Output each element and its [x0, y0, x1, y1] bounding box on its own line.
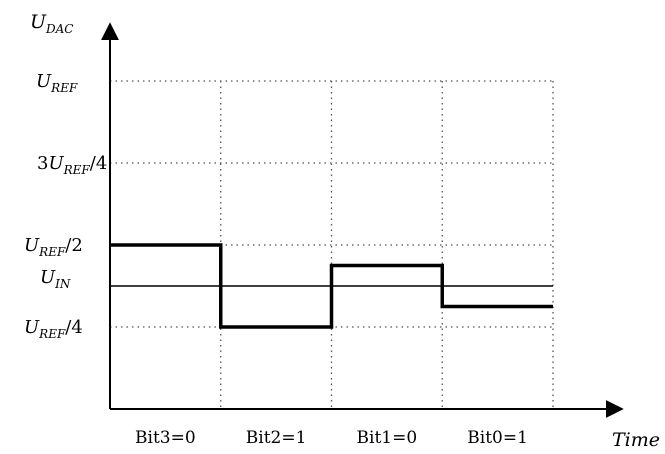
y-tick-label: UREF/4 — [24, 317, 83, 341]
y-tick-suffix: /2 — [65, 235, 83, 256]
reference-label-main: U — [40, 267, 56, 288]
reference-label-sub: IN — [54, 277, 71, 291]
y-tick-suffix: /4 — [65, 317, 83, 338]
y-tick-main: U — [48, 153, 64, 174]
y-axis-title-main: U — [30, 11, 47, 33]
y-tick-label: UREF/2 — [24, 235, 83, 259]
y-tick-suffix: /4 — [90, 153, 108, 174]
y-tick-label: 3UREF/4 — [37, 153, 107, 177]
y-tick-sub: REF — [38, 327, 66, 341]
y-tick-coef: 3 — [37, 153, 48, 174]
y-tick-main: U — [24, 235, 40, 256]
x-axis-title: Time — [612, 429, 660, 451]
x-category-label: Bit0=1 — [467, 428, 528, 448]
y-tick-main: U — [24, 317, 40, 338]
series-group — [110, 243, 553, 329]
x-category-label: Bit3=0 — [135, 428, 196, 448]
x-category-label: Bit1=0 — [357, 428, 418, 448]
x-category-label: Bit2=1 — [246, 428, 307, 448]
y-tick-sub: REF — [38, 245, 66, 259]
y-tick-sub: REF — [50, 81, 78, 95]
dac-output-series-line — [110, 243, 553, 329]
y-tick-sub: REF — [63, 163, 91, 177]
y-axis-title-sub: DAC — [45, 22, 73, 36]
y-tick-main: U — [36, 71, 52, 92]
y-tick-label: UREF — [36, 71, 78, 95]
reference-line-label: UIN — [40, 267, 71, 291]
y-axis-title: UDAC — [30, 11, 73, 36]
